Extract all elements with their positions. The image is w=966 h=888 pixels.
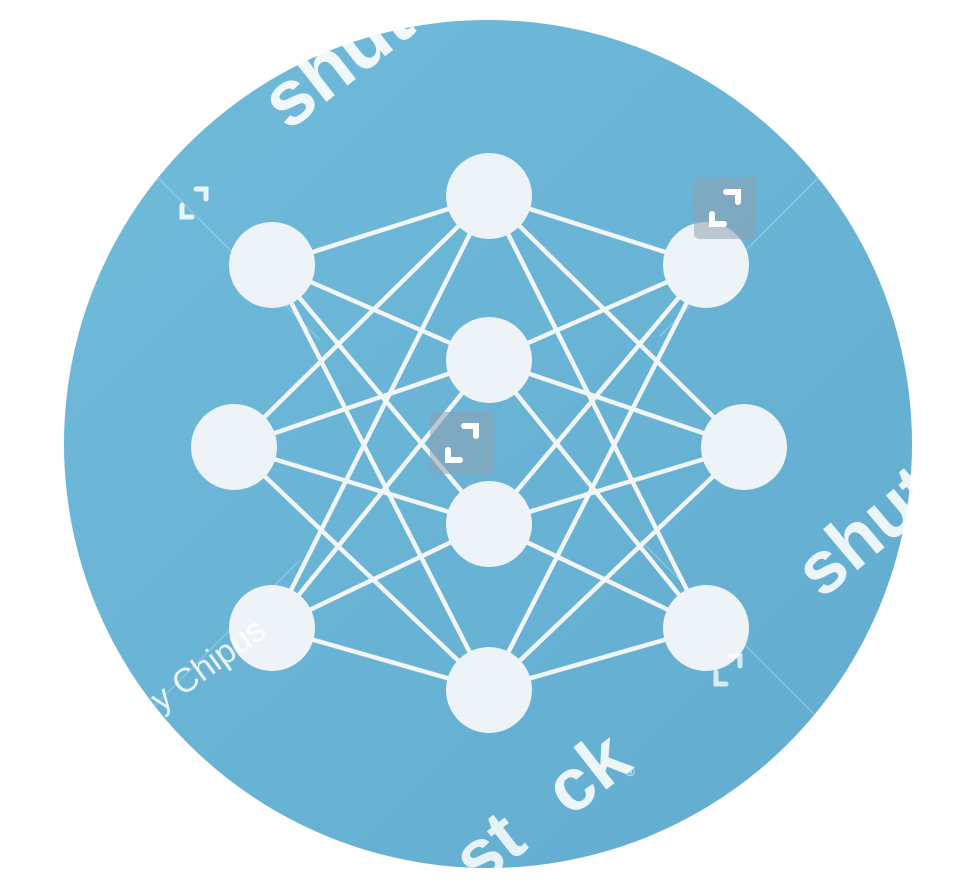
network-node-right-3 (663, 585, 749, 671)
network-node-left-2 (191, 404, 277, 490)
network-node-right-1 (663, 222, 749, 308)
shutterstock-logo-icon (179, 186, 209, 220)
network-edge (231, 444, 492, 527)
network-edge (231, 444, 492, 693)
network-node-middle-2 (446, 317, 532, 403)
network-edge (269, 262, 492, 527)
network-edge (486, 193, 747, 450)
network-node-right-2 (701, 404, 787, 490)
network-edge (486, 444, 747, 693)
network-node-left-3 (229, 585, 315, 671)
network-edge (269, 262, 492, 693)
network-edge (486, 193, 709, 631)
network-node-middle-1 (446, 153, 532, 239)
network-edge (486, 357, 747, 450)
network-edge (486, 444, 747, 527)
watermark-registered-mark: ® (626, 765, 635, 779)
shutterstock-logo-icon (430, 412, 494, 474)
network-edge (269, 193, 492, 631)
network-edge (231, 193, 492, 450)
network-node-left-1 (229, 222, 315, 308)
shutterstock-logo-icon (694, 177, 756, 239)
network-edge (486, 262, 709, 693)
network-edge (269, 357, 492, 631)
shutterstock-logo-icon (713, 653, 743, 687)
network-node-middle-4 (446, 647, 532, 733)
network-edge (486, 262, 709, 527)
network-edge (231, 357, 492, 450)
network-nodes (191, 153, 787, 733)
network-node-middle-3 (446, 481, 532, 567)
network-edge (486, 357, 709, 631)
